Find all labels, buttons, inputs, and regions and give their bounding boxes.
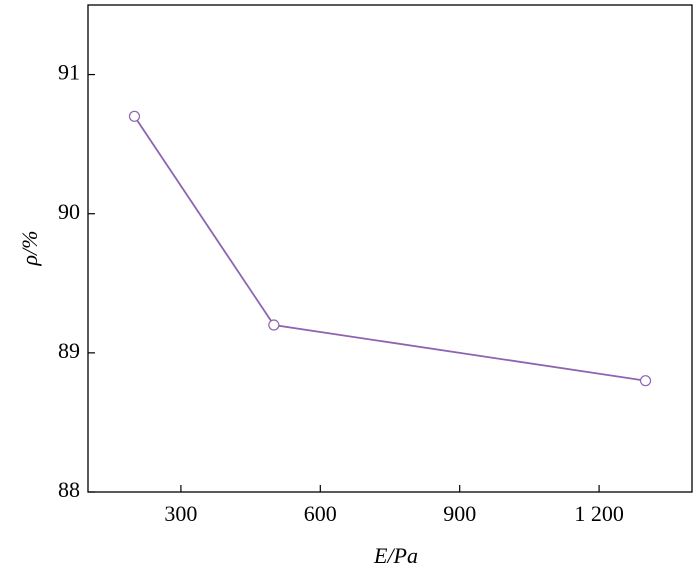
y-tick-label: 91 (58, 60, 80, 85)
x-tick-label: 1 200 (574, 501, 624, 526)
y-tick-label: 90 (58, 199, 80, 224)
series-line (133, 115, 646, 382)
marker (128, 110, 141, 122)
x-axis-label: E/Pa (373, 543, 418, 568)
y-tick-label: 89 (58, 338, 80, 363)
x-tick-label: 600 (304, 501, 337, 526)
marker (639, 375, 652, 387)
plot-frame (87, 4, 693, 493)
x-tick-label: 900 (443, 501, 476, 526)
y-tick-label: 88 (58, 477, 80, 502)
marker (268, 319, 280, 331)
y-axis-label: ρ/% (17, 231, 42, 267)
x-tick-label: 300 (164, 501, 197, 526)
